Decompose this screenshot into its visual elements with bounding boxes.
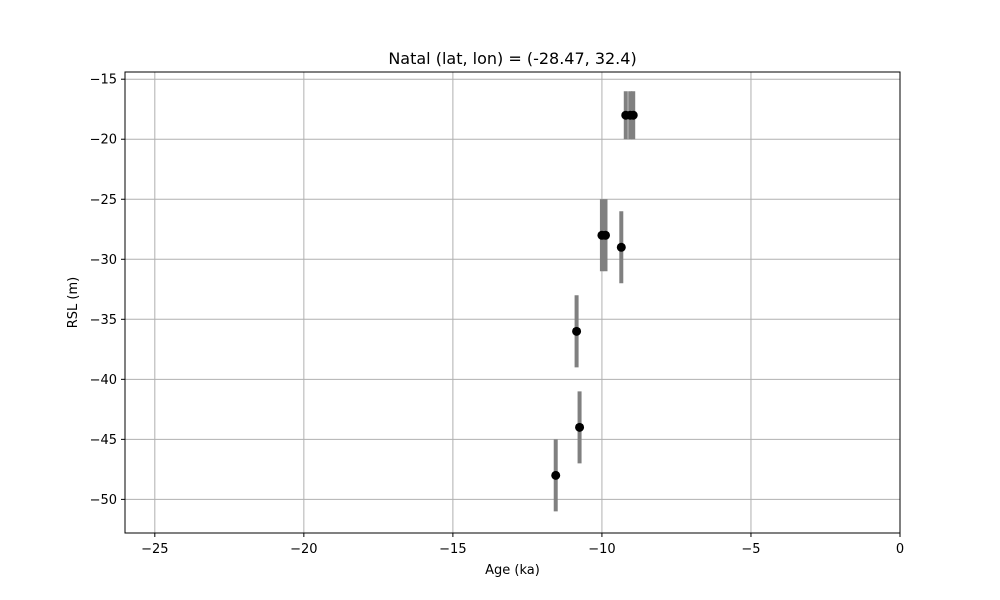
y-axis-label: RSL (m) (66, 277, 81, 328)
data-point (575, 422, 585, 432)
x-tick-label: −25 (141, 542, 168, 557)
y-tick-label: −15 (90, 73, 117, 88)
x-tick-label: −10 (588, 542, 615, 557)
x-axis-ticks: −25 −20 −15 −10 −5 0 (141, 533, 904, 557)
x-axis-label: Age (ka) (485, 563, 540, 578)
y-tick-label: −30 (90, 253, 117, 268)
x-tick-label: −5 (741, 542, 760, 557)
y-tick-label: −40 (90, 373, 117, 388)
x-tick-label: 0 (896, 542, 904, 557)
x-tick-label: −20 (290, 542, 317, 557)
chart-title: Natal (lat, lon) = (-28.47, 32.4) (388, 49, 636, 68)
data-point (572, 326, 582, 336)
plot-frame (124, 71, 901, 534)
y-tick-label: −45 (90, 433, 117, 448)
y-tick-label: −25 (90, 193, 117, 208)
x-tick-label: −15 (439, 542, 466, 557)
data-points (551, 110, 638, 480)
y-tick-label: −20 (90, 133, 117, 148)
data-point (628, 110, 638, 120)
y-tick-label: −50 (90, 493, 117, 508)
y-axis-ticks: −50 −45 −40 −35 −30 −25 −20 −15 (90, 73, 125, 508)
data-point (601, 230, 610, 240)
data-point (616, 242, 626, 252)
data-point (551, 470, 561, 480)
y-tick-label: −35 (90, 313, 117, 328)
grid-lines (125, 72, 901, 533)
error-bars (553, 91, 636, 512)
